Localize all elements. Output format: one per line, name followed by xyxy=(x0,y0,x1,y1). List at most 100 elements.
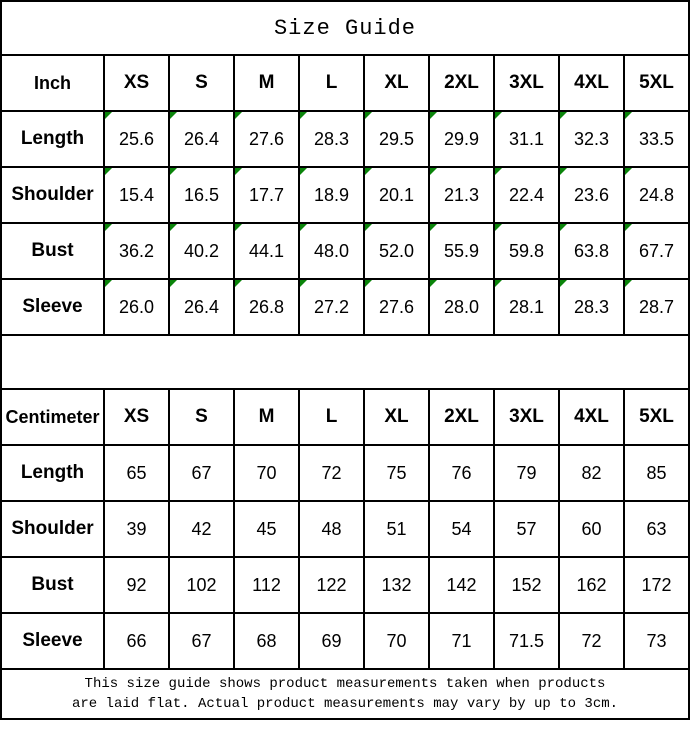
corner-marker-icon xyxy=(236,281,242,287)
table-row: Length 25.6 26.4 27.6 28.3 29.5 29.9 31.1 32.3 33… xyxy=(0,110,690,168)
value-cell: 40.2 xyxy=(168,222,235,280)
corner-marker-icon xyxy=(496,113,502,119)
size-header-cell: M xyxy=(233,388,300,446)
value-cell: 75 xyxy=(363,444,430,502)
value-cell: 122 xyxy=(298,556,365,614)
size-header-cell: M xyxy=(233,54,300,112)
corner-marker-icon xyxy=(431,169,437,175)
value-cell: 33.5 xyxy=(623,110,690,168)
corner-marker-icon xyxy=(236,169,242,175)
value-cell: 26.8 xyxy=(233,278,300,336)
value-cell: 29.5 xyxy=(363,110,430,168)
corner-marker-icon xyxy=(366,113,372,119)
value-cell: 24.8 xyxy=(623,166,690,224)
footer-note-line2: are laid flat. Actual product measuremen… xyxy=(71,696,619,712)
page-title: Size Guide xyxy=(0,0,690,56)
value-cell: 79 xyxy=(493,444,560,502)
row-label-cell: Bust xyxy=(0,556,105,614)
row-label-cell: Sleeve xyxy=(0,278,105,336)
size-header-cell: XL xyxy=(363,54,430,112)
value-cell: 27.6 xyxy=(363,278,430,336)
size-header-cell: XL xyxy=(363,388,430,446)
size-header-cell: 3XL xyxy=(493,388,560,446)
table-row: Sleeve 26.0 26.4 26.8 27.2 27.6 28.0 28.1 28.3 28… xyxy=(0,278,690,336)
value-cell: 69 xyxy=(298,612,365,670)
value-cell: 172 xyxy=(623,556,690,614)
table-row: Sleeve 66 67 68 69 70 71 71.5 72 73 xyxy=(0,612,690,670)
corner-marker-icon xyxy=(106,113,112,119)
value-cell: 72 xyxy=(558,612,625,670)
corner-marker-icon xyxy=(171,281,177,287)
value-cell: 44.1 xyxy=(233,222,300,280)
value-cell: 18.9 xyxy=(298,166,365,224)
value-cell: 42 xyxy=(168,500,235,558)
size-header-cell: 2XL xyxy=(428,54,495,112)
value-cell: 28.3 xyxy=(298,110,365,168)
corner-marker-icon xyxy=(236,113,242,119)
corner-marker-icon xyxy=(431,281,437,287)
corner-marker-icon xyxy=(496,169,502,175)
corner-marker-icon xyxy=(106,281,112,287)
corner-marker-icon xyxy=(626,169,632,175)
corner-marker-icon xyxy=(431,113,437,119)
corner-marker-icon xyxy=(496,281,502,287)
row-label-cell: Sleeve xyxy=(0,612,105,670)
corner-marker-icon xyxy=(561,113,567,119)
header-row: Inch XS S M L XL 2XL 3XL 4XL 5XL xyxy=(0,54,690,112)
value-cell: 70 xyxy=(363,612,430,670)
footer-note: This size guide shows product measuremen… xyxy=(0,668,690,720)
value-cell: 152 xyxy=(493,556,560,614)
value-cell: 16.5 xyxy=(168,166,235,224)
value-cell: 63.8 xyxy=(558,222,625,280)
value-cell: 72 xyxy=(298,444,365,502)
corner-marker-icon xyxy=(236,225,242,231)
size-header-cell: 3XL xyxy=(493,54,560,112)
value-cell: 22.4 xyxy=(493,166,560,224)
value-cell: 55.9 xyxy=(428,222,495,280)
corner-marker-icon xyxy=(171,169,177,175)
header-row: Centimeter XS S M L XL 2XL 3XL 4XL 5XL xyxy=(0,388,690,446)
value-cell: 48 xyxy=(298,500,365,558)
value-cell: 71 xyxy=(428,612,495,670)
size-header-cell: 4XL xyxy=(558,54,625,112)
value-cell: 48.0 xyxy=(298,222,365,280)
value-cell: 28.7 xyxy=(623,278,690,336)
value-cell: 28.1 xyxy=(493,278,560,336)
value-cell: 70 xyxy=(233,444,300,502)
value-cell: 57 xyxy=(493,500,560,558)
value-cell: 67 xyxy=(168,444,235,502)
value-cell: 142 xyxy=(428,556,495,614)
value-cell: 17.7 xyxy=(233,166,300,224)
corner-marker-icon xyxy=(171,113,177,119)
corner-marker-icon xyxy=(561,225,567,231)
value-cell: 71.5 xyxy=(493,612,560,670)
value-cell: 26.4 xyxy=(168,278,235,336)
corner-marker-icon xyxy=(626,225,632,231)
size-header-cell: XS xyxy=(103,54,170,112)
value-cell: 54 xyxy=(428,500,495,558)
value-cell: 20.1 xyxy=(363,166,430,224)
value-cell: 65 xyxy=(103,444,170,502)
table-row: Bust 36.2 40.2 44.1 48.0 52.0 55.9 59.8 63.8 67.7 xyxy=(0,222,690,280)
value-cell: 28.0 xyxy=(428,278,495,336)
row-label-cell: Shoulder xyxy=(0,166,105,224)
size-header-cell: L xyxy=(298,54,365,112)
value-cell: 76 xyxy=(428,444,495,502)
value-cell: 60 xyxy=(558,500,625,558)
table-row: Length 65 67 70 72 75 76 79 82 85 xyxy=(0,444,690,502)
value-cell: 39 xyxy=(103,500,170,558)
value-cell: 21.3 xyxy=(428,166,495,224)
table-row: Shoulder 15.4 16.5 17.7 18.9 20.1 21.3 22.4 23.6… xyxy=(0,166,690,224)
table-row: Bust 92 102 112 122 132 142 152 162 172 xyxy=(0,556,690,614)
size-header-cell: 5XL xyxy=(623,388,690,446)
row-label-cell: Bust xyxy=(0,222,105,280)
value-cell: 27.6 xyxy=(233,110,300,168)
row-label-cell: Shoulder xyxy=(0,500,105,558)
value-cell: 15.4 xyxy=(103,166,170,224)
value-cell: 132 xyxy=(363,556,430,614)
corner-marker-icon xyxy=(171,225,177,231)
corner-marker-icon xyxy=(626,113,632,119)
size-header-cell: 2XL xyxy=(428,388,495,446)
value-cell: 45 xyxy=(233,500,300,558)
